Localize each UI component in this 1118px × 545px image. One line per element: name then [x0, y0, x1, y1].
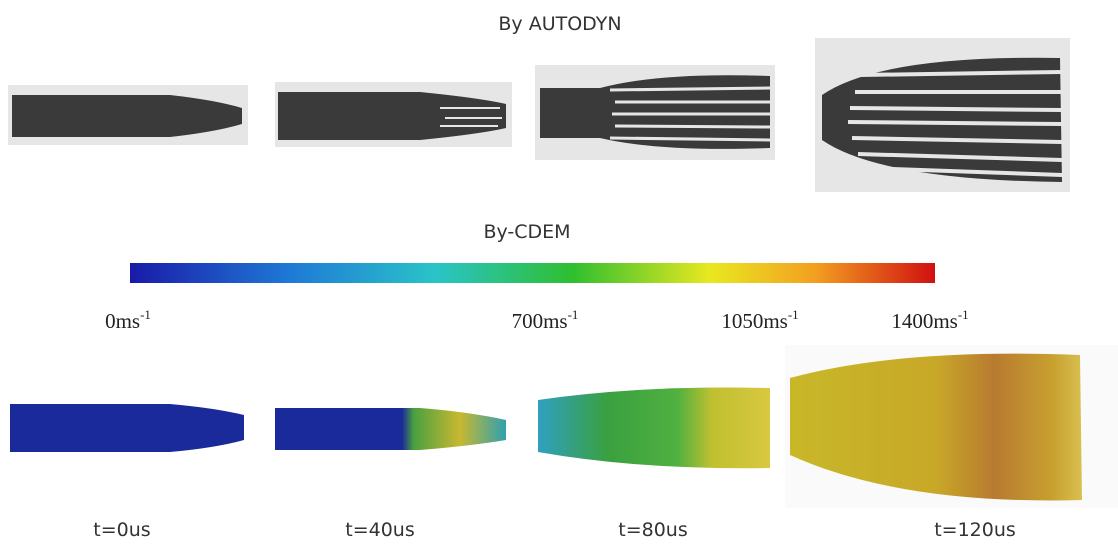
figure: By AUTODYN By-CDEM 0ms-1700ms-11050ms-11… — [0, 0, 1118, 545]
time-label: t=0us — [93, 519, 150, 541]
colorbar-label: 0ms-1 — [105, 307, 151, 333]
cdem-panel — [538, 388, 770, 469]
label-text: 700ms — [512, 309, 568, 333]
autodyn-panel — [815, 38, 1070, 192]
autodyn-panel — [275, 82, 512, 147]
colorbar-label: 1400ms-1 — [891, 307, 968, 333]
label-text: 0ms — [105, 309, 140, 333]
cdem-panel — [10, 404, 244, 452]
label-text: 1050ms — [721, 309, 788, 333]
bottom-title: By-CDEM — [483, 221, 570, 243]
colorbar — [130, 263, 935, 283]
time-label: t=120us — [934, 519, 1016, 541]
colorbar-label: 700ms-1 — [512, 307, 579, 333]
top-title: By AUTODYN — [498, 13, 621, 35]
autodyn-panel — [535, 65, 775, 160]
autodyn-panel — [8, 85, 248, 145]
label-sup: -1 — [788, 307, 799, 322]
colorbar-label: 1050ms-1 — [721, 307, 798, 333]
label-sup: -1 — [958, 307, 969, 322]
time-label: t=80us — [618, 519, 688, 541]
time-label: t=40us — [345, 519, 415, 541]
cdem-panel — [275, 408, 506, 450]
label-sup: -1 — [140, 307, 151, 322]
label-text: 1400ms — [891, 309, 958, 333]
label-sup: -1 — [568, 307, 579, 322]
